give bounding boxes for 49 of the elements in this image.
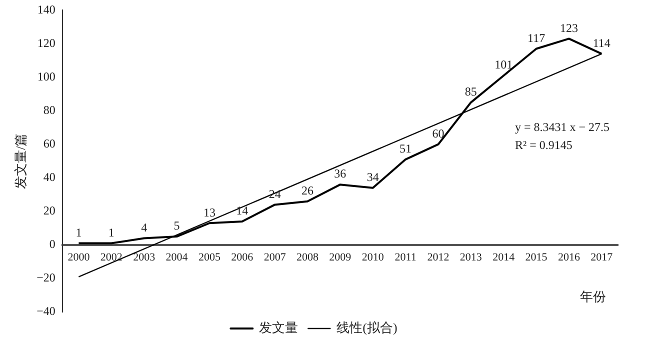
data-label: 14 — [236, 204, 248, 218]
data-label: 123 — [560, 20, 578, 35]
y-tick-label: 20 — [43, 204, 56, 218]
x-tick-label: 2003 — [133, 251, 156, 264]
annotation: R² = 0.9145 — [515, 137, 574, 154]
data-label: 85 — [464, 84, 477, 99]
data-label: 114 — [592, 36, 610, 50]
y-axis-title: 发文量/篇 — [13, 133, 28, 189]
data-label: 36 — [334, 166, 346, 181]
data-label: 101 — [494, 58, 513, 72]
x-tick-label: 2004 — [166, 251, 188, 264]
legend-label: 线性(拟合) — [336, 320, 398, 335]
y-tick-label: 80 — [43, 102, 56, 117]
data-label: 60 — [432, 126, 444, 140]
x-tick-label: 2017 — [590, 251, 614, 264]
x-tick-label: 2002 — [100, 251, 122, 264]
y-tick-label: 0 — [49, 237, 56, 252]
y-tick-label: 40 — [43, 170, 56, 184]
data-label: 26 — [302, 183, 314, 198]
data-label: 51 — [400, 142, 412, 156]
x-tick-label: 2009 — [329, 251, 352, 264]
x-tick-label: 2012 — [427, 251, 450, 264]
data-label: 1 — [108, 225, 114, 240]
data-label: 4 — [141, 220, 148, 234]
data-label: 117 — [528, 30, 546, 45]
x-axis-title: 年份 — [580, 288, 606, 306]
y-tick-label: 100 — [37, 69, 56, 84]
y-tick-label: 140 — [37, 2, 56, 16]
x-tick-label: 2000 — [68, 251, 90, 264]
x-tick-label: 2013 — [460, 251, 482, 264]
x-tick-label: 2016 — [558, 251, 580, 264]
y-tick-label: −40 — [36, 304, 56, 318]
x-tick-label: 2008 — [296, 251, 319, 264]
x-tick-label: 2014 — [492, 251, 516, 264]
x-tick-label: 2011 — [394, 251, 416, 264]
x-tick-label: 2007 — [264, 251, 286, 264]
data-label: 5 — [174, 218, 180, 233]
y-tick-label: 60 — [43, 136, 56, 150]
legend-label: 发文量 — [259, 320, 298, 335]
x-tick-label: 2006 — [231, 251, 254, 264]
x-tick-label: 2010 — [362, 251, 384, 264]
data-label: 1 — [76, 225, 82, 240]
x-tick-label: 2015 — [525, 251, 548, 264]
y-tick-label: −20 — [36, 270, 56, 285]
annotation: y = 8.3431 x − 27.5 — [515, 119, 610, 136]
data-label: 34 — [366, 170, 379, 184]
x-tick-label: 2005 — [198, 251, 221, 264]
data-label: 13 — [203, 205, 216, 220]
y-tick-label: 120 — [37, 36, 56, 50]
